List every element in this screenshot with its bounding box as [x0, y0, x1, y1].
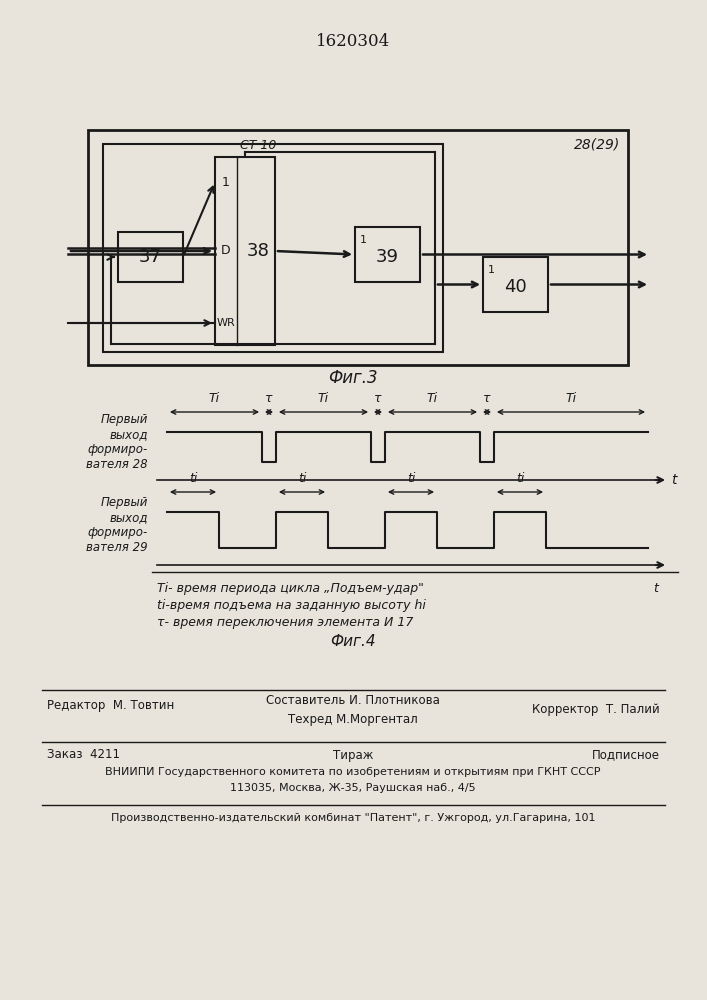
- Text: τ: τ: [374, 392, 382, 405]
- Text: Ti- время периода цикла „Подъем-удар": Ti- время периода цикла „Подъем-удар": [157, 582, 424, 595]
- Text: Производственно-издательский комбинат "Патент", г. Ужгород, ул.Гагарина, 101: Производственно-издательский комбинат "П…: [111, 813, 595, 823]
- Text: Заказ  4211: Заказ 4211: [47, 748, 120, 762]
- Bar: [215, 157, 275, 345]
- Text: Ti: Ti: [566, 392, 577, 405]
- Text: Тираж: Тираж: [333, 748, 373, 762]
- Text: 38: 38: [247, 242, 269, 260]
- Bar: [355, 227, 420, 282]
- Text: Фиг.3: Фиг.3: [328, 369, 378, 387]
- Text: τ: τ: [484, 392, 491, 405]
- Text: 40: 40: [504, 278, 527, 296]
- Text: Ti: Ti: [427, 392, 438, 405]
- Text: τ: τ: [265, 392, 273, 405]
- Text: WR: WR: [216, 318, 235, 328]
- Text: D: D: [221, 244, 230, 257]
- Text: 37: 37: [139, 248, 162, 266]
- Bar: [483, 257, 548, 312]
- Text: Техред М.Моргентал: Техред М.Моргентал: [288, 714, 418, 726]
- Text: Ti: Ti: [209, 392, 220, 405]
- Text: t: t: [671, 473, 677, 487]
- Text: ti: ti: [407, 472, 415, 485]
- Bar: [103, 144, 443, 352]
- Text: 28(29): 28(29): [574, 138, 620, 152]
- Text: ti: ti: [298, 472, 306, 485]
- Text: ti: ti: [516, 472, 524, 485]
- Text: Корректор  Т. Палий: Корректор Т. Палий: [532, 704, 660, 716]
- Text: Редактор  М. Товтин: Редактор М. Товтин: [47, 698, 174, 712]
- Text: 1: 1: [222, 176, 230, 188]
- Text: 39: 39: [376, 248, 399, 266]
- Text: t: t: [653, 582, 658, 595]
- Text: 113035, Москва, Ж-35, Раушская наб., 4/5: 113035, Москва, Ж-35, Раушская наб., 4/5: [230, 783, 476, 793]
- Text: Ti: Ti: [318, 392, 329, 405]
- Text: 1: 1: [488, 265, 494, 275]
- Text: ВНИИПИ Государственного комитета по изобретениям и открытиям при ГКНТ СССР: ВНИИПИ Государственного комитета по изоб…: [105, 767, 601, 777]
- Text: Первый
выход
формиро-
вателя 29: Первый выход формиро- вателя 29: [86, 496, 148, 554]
- Text: Фиг.4: Фиг.4: [330, 634, 376, 649]
- Text: 1620304: 1620304: [316, 33, 390, 50]
- Bar: [118, 232, 183, 282]
- Text: Первый
выход
формиро-
вателя 28: Первый выход формиро- вателя 28: [86, 413, 148, 471]
- Text: СТ 10: СТ 10: [240, 139, 276, 152]
- Text: τ- время переключения элемента И 17: τ- время переключения элемента И 17: [157, 616, 414, 629]
- Text: Составитель И. Плотникова: Составитель И. Плотникова: [266, 694, 440, 706]
- Text: ti: ti: [189, 472, 197, 485]
- Text: Подписное: Подписное: [592, 748, 660, 762]
- Text: 1: 1: [359, 235, 366, 245]
- Bar: [88, 130, 628, 365]
- Text: ti-время подъема на заданную высоту hi: ti-время подъема на заданную высоту hi: [157, 599, 426, 612]
